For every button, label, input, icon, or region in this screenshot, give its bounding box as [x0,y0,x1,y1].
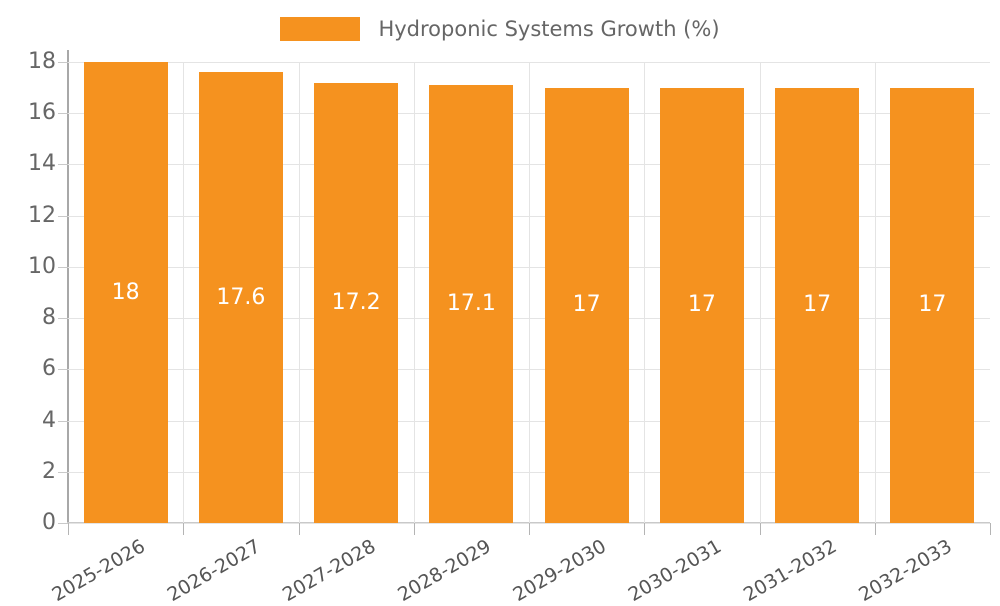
bar[interactable]: 17 [890,87,975,523]
y-axis-tick [58,369,68,371]
bar[interactable]: 17.1 [429,85,514,523]
x-axis-tick [299,523,300,535]
y-axis-tick [58,523,68,524]
gridline-vertical [183,62,184,523]
plot-area: 18 17.6 17.2 17.1 17 17 17 17 [58,50,991,535]
x-axis-tick-label: 2029-2030 [509,535,611,606]
y-axis-line [67,50,69,523]
y-axis-tick-label: 8 [42,305,56,331]
bar[interactable]: 18 [83,62,168,523]
bar-value-label: 17 [687,292,716,318]
y-axis-tick [58,113,68,115]
y-axis-tick-label: 14 [28,151,56,177]
bar-value-label: 17.2 [331,289,381,315]
y-axis-tick-label: 10 [28,253,56,279]
x-axis-tick [183,523,184,535]
x-axis-tick [414,523,415,535]
x-axis-tick-label: 2026-2027 [163,535,265,606]
y-axis-tick-label: 6 [42,356,56,382]
legend-item-hydroponic-systems-growth[interactable]: Hydroponic Systems Growth (%) [280,16,720,41]
y-axis-tick [58,318,68,320]
bar-value-label: 17.1 [446,291,496,317]
bar[interactable]: 17.2 [314,82,399,523]
x-axis-tick [875,523,876,535]
gridline-vertical [875,62,876,523]
gridline-vertical [760,62,761,523]
y-axis-tick [58,164,68,166]
chart-legend: Hydroponic Systems Growth (%) [0,14,1000,44]
legend-color-swatch [280,17,361,41]
x-axis-tick-label: 2027-2028 [278,535,380,606]
x-axis-tick-label: 2030-2031 [624,535,726,606]
bar-value-label: 17.6 [216,284,266,310]
y-axis-tick-labels: 0 2 4 6 8 10 12 14 16 18 [0,51,56,534]
bar[interactable]: 17 [544,87,629,523]
x-axis-tick-label: 2028-2029 [394,535,495,606]
x-axis-tick [760,523,761,535]
gridline-vertical [644,62,645,523]
y-axis-tick-label: 18 [28,49,56,74]
legend-label: Hydroponic Systems Growth (%) [378,16,720,41]
bar-value-label: 18 [111,279,140,305]
x-axis-tick-label: 2025-2026 [48,535,150,606]
x-axis-tick-label: 2032-2033 [855,535,956,606]
y-axis-tick [58,62,68,63]
y-axis-tick [58,266,68,268]
bar[interactable]: 17 [775,87,860,523]
y-axis-tick-label: 16 [28,100,56,126]
x-axis-line [67,522,990,523]
gridline-vertical [529,62,530,523]
bar-value-label: 17 [572,292,601,318]
x-axis-tick-label: 2031-2032 [739,535,841,606]
bar-value-label: 17 [918,292,947,318]
y-axis-tick-label: 0 [42,510,56,535]
x-axis-tick [644,523,645,535]
y-axis-tick-label: 4 [42,407,56,433]
y-axis-tick [58,471,68,473]
y-axis-tick [58,215,68,217]
y-axis-tick-label: 12 [28,202,56,228]
x-axis-tick [68,523,69,535]
y-axis-tick-label: 2 [42,458,56,484]
bar-value-label: 17 [803,292,832,318]
gridline-vertical [414,62,415,523]
gridline-vertical [299,62,300,523]
x-axis-tick [529,523,530,535]
y-axis-tick [58,420,68,422]
bar[interactable]: 17.6 [198,72,283,523]
bar[interactable]: 17 [659,87,744,523]
x-axis-tick [990,523,991,535]
